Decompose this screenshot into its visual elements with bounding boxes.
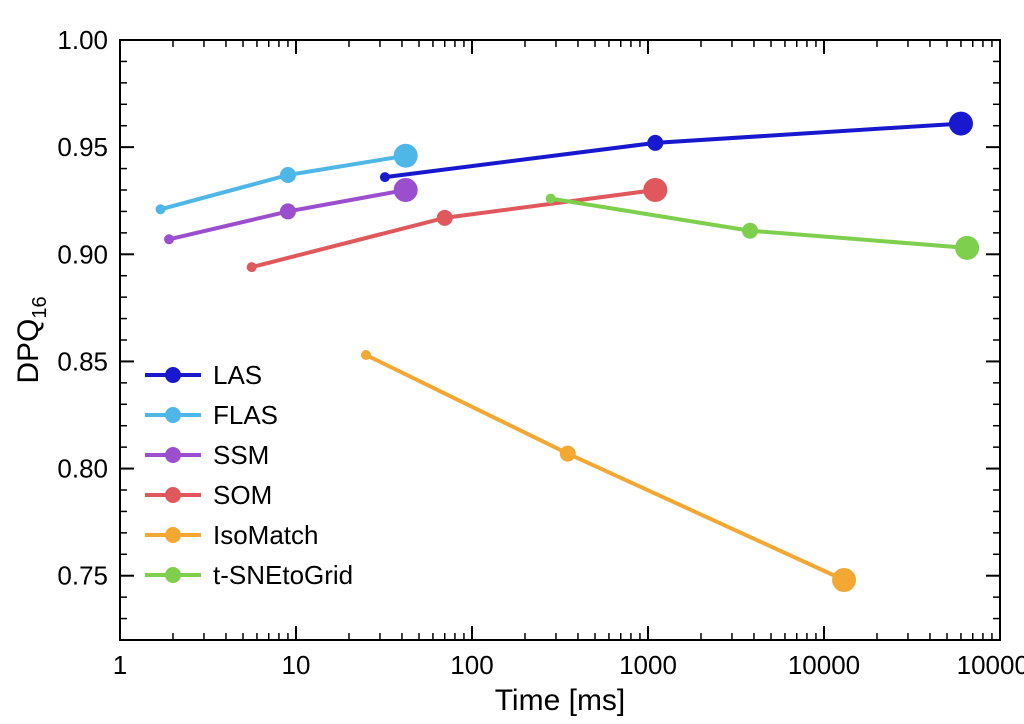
series-marker-t-SNEtoGrid [742, 223, 758, 239]
y-tick-label: 0.85 [57, 346, 108, 376]
x-tick-label: 1 [113, 650, 127, 680]
legend-marker-IsoMatch [165, 527, 181, 543]
series-marker-LAS [380, 172, 390, 182]
series-marker-SOM [643, 178, 667, 202]
series-marker-FLAS [394, 144, 418, 168]
series-marker-IsoMatch [361, 350, 371, 360]
chart-svg: 1 10 100 1000 10000 100000 0.75 0.80 0.85 0.90 0.9… [0, 0, 1024, 724]
series-marker-IsoMatch [832, 568, 856, 592]
series-marker-t-SNEtoGrid [546, 194, 556, 204]
x-axis-label: Time [ms] [495, 684, 626, 717]
legend-label-LAS: LAS [213, 360, 262, 390]
series-marker-t-SNEtoGrid [955, 236, 979, 260]
series-line-LAS [385, 124, 961, 178]
y-axis-label: DPQ16 [12, 296, 51, 383]
series-marker-IsoMatch [560, 446, 576, 462]
legend-label-IsoMatch: IsoMatch [213, 520, 319, 550]
series-marker-SOM [437, 210, 453, 226]
series-line-SOM [252, 190, 656, 267]
legend-marker-FLAS [165, 407, 181, 423]
legend-marker-SSM [165, 447, 181, 463]
legend-marker-SOM [165, 487, 181, 503]
series-marker-SSM [280, 203, 296, 219]
series-line-FLAS [161, 156, 406, 210]
legend-marker-LAS [165, 367, 181, 383]
x-tick-label: 100 [450, 650, 493, 680]
x-tick-label: 10 [282, 650, 311, 680]
series-line-IsoMatch [366, 355, 844, 580]
series-marker-SSM [394, 178, 418, 202]
chart-container: 1 10 100 1000 10000 100000 0.75 0.80 0.85 0.90 0.9… [0, 0, 1024, 724]
x-tick-label: 100000 [957, 650, 1024, 680]
series-marker-FLAS [156, 204, 166, 214]
legend-label-SSM: SSM [213, 440, 269, 470]
series-marker-SSM [164, 234, 174, 244]
legend-label-t-SNEtoGrid: t-SNEtoGrid [213, 560, 353, 590]
legend-label-FLAS: FLAS [213, 400, 278, 430]
series-line-t-SNEtoGrid [551, 199, 967, 248]
series-marker-LAS [647, 135, 663, 151]
y-tick-label: 0.90 [57, 239, 108, 269]
y-tick-label: 0.80 [57, 454, 108, 484]
series-marker-SOM [247, 262, 257, 272]
y-tick-label: 1.00 [57, 25, 108, 55]
series-marker-LAS [949, 112, 973, 136]
legend-label-SOM: SOM [213, 480, 272, 510]
legend-marker-t-SNEtoGrid [165, 567, 181, 583]
x-tick-label: 1000 [619, 650, 677, 680]
y-tick-label: 0.75 [57, 561, 108, 591]
series-marker-FLAS [280, 167, 296, 183]
y-tick-label: 0.95 [57, 132, 108, 162]
x-tick-label: 10000 [788, 650, 860, 680]
